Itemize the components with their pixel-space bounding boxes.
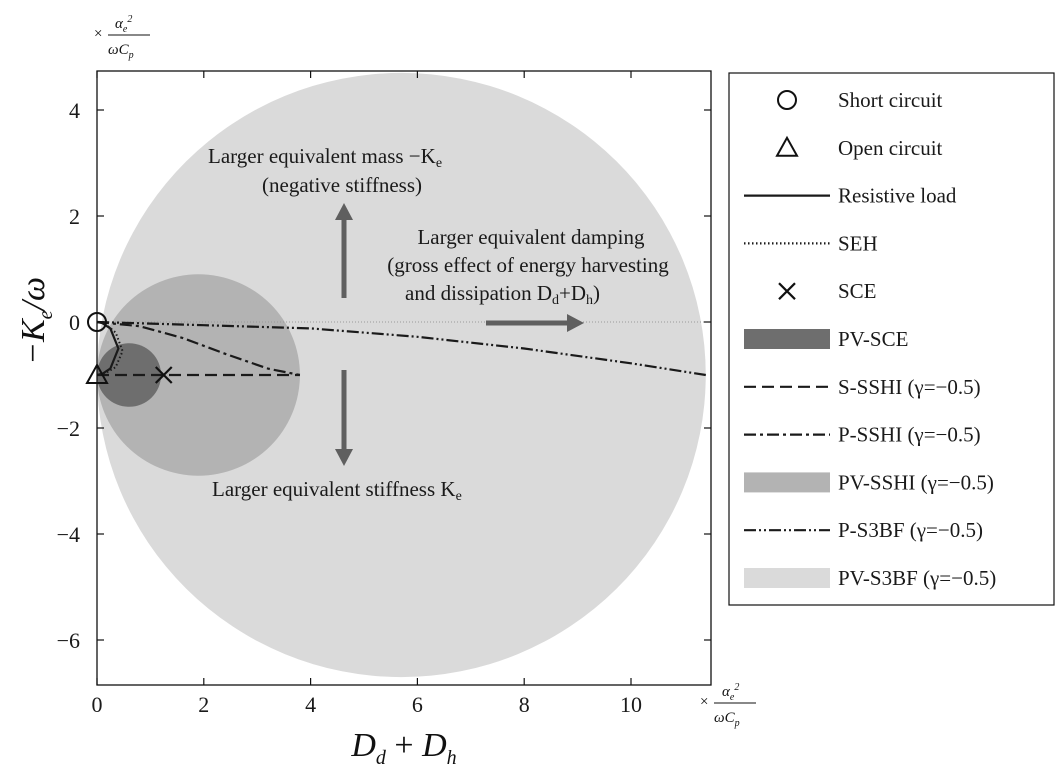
annotation-negative-stiffness: (negative stiffness)	[262, 173, 422, 197]
legend-swatch	[744, 568, 830, 588]
legend-label: P-SSHI (γ=−0.5)	[838, 423, 981, 447]
legend-symbol-circle	[777, 90, 797, 110]
arrow-down-head	[335, 449, 353, 466]
annotation-damping-1: Larger equivalent damping	[417, 225, 645, 249]
x-tick-label: 10	[620, 692, 642, 717]
legend-swatch	[744, 472, 830, 493]
x-tick-label: 4	[305, 692, 316, 717]
x-tick-label: 6	[412, 692, 423, 717]
plot-frame	[96, 70, 712, 686]
y-tick-label: 4	[69, 98, 80, 123]
x-axis-unit: × αe2 ωCp	[700, 682, 756, 729]
x-axis-ticks: 0 2 4 6 8 10	[92, 71, 642, 717]
annotation-mass: Larger equivalent mass −Ke	[208, 144, 442, 171]
y-axis-ticks: 4 2 0 −2 −4 −6	[57, 98, 711, 653]
annotation-stiffness: Larger equivalent stiffness Ke	[212, 477, 462, 504]
legend-item-seh: SEH	[744, 231, 878, 255]
annotation-damping-2: (gross effect of energy harvesting	[387, 253, 669, 277]
arrow-right-head	[567, 314, 584, 332]
y-axis-label: −Ke/ω	[15, 277, 57, 365]
legend-item-short-circuit: Short circuit	[777, 88, 943, 112]
series-p-sshi-gamma	[96, 320, 301, 377]
legend-item-open-circuit: Open circuit	[775, 135, 943, 160]
shaded-regions	[97, 72, 711, 678]
legend-swatch	[744, 329, 830, 349]
legend-label: SEH	[838, 231, 878, 255]
legend-item-pv-s3bf-gamma: PV-S3BF (γ=−0.5)	[744, 566, 996, 590]
y-tick-label: 2	[69, 204, 80, 229]
svg-text:Dd + Dh: Dd + Dh	[350, 727, 456, 769]
legend-label: PV-S3BF (γ=−0.5)	[838, 566, 996, 590]
legend-item-pv-sce: PV-SCE	[744, 327, 908, 351]
y-tick-label: −4	[57, 522, 80, 547]
legend-item-p-sshi-gamma: P-SSHI (γ=−0.5)	[744, 423, 981, 447]
legend-label: P-S3BF (γ=−0.5)	[838, 518, 983, 542]
svg-text:ωCp: ωCp	[714, 710, 740, 729]
legend-item-resistive-load: Resistive load	[744, 184, 957, 208]
svg-text:αe2: αe2	[722, 682, 739, 703]
x-tick-label: 2	[198, 692, 209, 717]
y-axis-unit: × αe2 ωCp	[94, 14, 150, 61]
legend-label: Open circuit	[838, 136, 943, 160]
legend-label: PV-SCE	[838, 327, 908, 351]
svg-text:×: ×	[700, 694, 708, 710]
svg-text:−Ke/ω: −Ke/ω	[15, 277, 57, 365]
arrow-up-head	[335, 203, 353, 220]
legend-label: SCE	[838, 279, 877, 303]
direction-arrows	[335, 203, 584, 466]
legend-item-p-s3bf-gamma: P-S3BF (γ=−0.5)	[744, 518, 983, 542]
legend-label: Resistive load	[838, 184, 957, 208]
y-tick-label: −6	[57, 628, 80, 653]
x-axis-label: Dd + Dh	[350, 727, 456, 769]
legend-symbol-triangle	[775, 135, 799, 157]
legend-item-sce: SCE	[778, 279, 877, 303]
legend-label: S-SSHI (γ=−0.5)	[838, 375, 981, 399]
legend-label: Short circuit	[838, 88, 943, 112]
marker-sce	[154, 366, 173, 384]
region-pv-s3bf-gamma	[97, 72, 706, 678]
legend-item-s-sshi-gamma: S-SSHI (γ=−0.5)	[744, 375, 981, 399]
svg-text:ωCp: ωCp	[108, 42, 134, 61]
legend: Short circuit Open circuit Resistive load S…	[744, 88, 996, 590]
legend-item-pv-sshi-gamma: PV-SSHI (γ=−0.5)	[744, 470, 994, 494]
x-tick-label: 8	[519, 692, 530, 717]
svg-text:αe2: αe2	[115, 14, 132, 35]
svg-text:×: ×	[94, 26, 102, 42]
x-tick-label: 0	[92, 692, 103, 717]
y-tick-label: 0	[69, 310, 80, 335]
legend-label: PV-SSHI (γ=−0.5)	[838, 470, 994, 494]
annotation-damping-3: and dissipation Dd+Dh)	[405, 281, 600, 308]
legend-symbol-x	[778, 282, 796, 300]
y-tick-label: −2	[57, 416, 80, 441]
series-p-s3bf-gamma	[96, 320, 706, 377]
